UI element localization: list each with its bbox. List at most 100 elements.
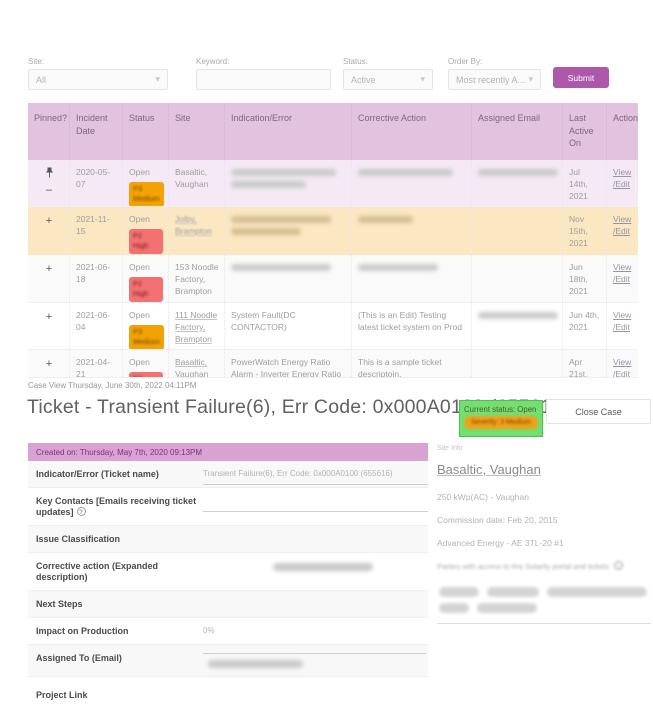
last-active-cell: Jul 14th, 2021: [563, 160, 607, 206]
incident-date: 2020-05-07: [70, 160, 123, 206]
order-select-value: Most recently A...: [456, 75, 525, 85]
indication-cell-redacted: [225, 207, 352, 255]
tickets-table: Pinned? Incident Date Status Site Indica…: [28, 103, 638, 378]
access-parties-box: [437, 576, 651, 624]
party-chip-redacted: [547, 587, 647, 597]
indication-cell: System Fault(DC CONTACTOR): [225, 303, 352, 349]
pin-button[interactable]: +: [46, 311, 52, 323]
assigned-email-redacted: [472, 160, 563, 206]
corrective-cell-redacted: [352, 160, 472, 206]
corrective-cell-redacted: [352, 207, 472, 255]
corrective-action-field-redacted[interactable]: [203, 553, 428, 577]
priority-badge: P2 High: [129, 229, 163, 254]
site-select[interactable]: All ▾: [28, 69, 168, 90]
last-active-cell: Apr 21st, 2021: [563, 350, 607, 377]
site-link[interactable]: 111 Noodle Factory, Brampton: [175, 310, 217, 344]
site-capacity: 250 kWp(AC) - Vaughan: [437, 492, 651, 502]
assigned-email-cell: [472, 350, 563, 377]
action-cell: View /Edit: [607, 255, 638, 302]
view-link[interactable]: View: [613, 167, 633, 179]
site-link[interactable]: Jolby, Brampton: [175, 214, 212, 236]
submit-button[interactable]: Submit: [553, 67, 609, 88]
site-link[interactable]: Basaltic, Vaughan: [175, 357, 208, 377]
assigned-to-field-redacted[interactable]: [203, 645, 428, 674]
incident-date: 2021-11-15: [70, 207, 123, 255]
case-view-timestamp: Case View Thursday, June 30th, 2022 04:1…: [28, 381, 196, 390]
last-active-cell: Jun 4th, 2021: [563, 303, 607, 349]
form-row-issue-classification: Issue Classification: [28, 526, 428, 553]
last-active-cell: Nov 15th, 2021: [563, 207, 607, 255]
priority-badge: P3 Medium: [129, 182, 164, 206]
pin-cell: –: [28, 160, 70, 206]
keyword-input[interactable]: [196, 69, 331, 90]
pin-button[interactable]: +: [46, 215, 52, 227]
status-text: Open: [129, 214, 150, 224]
col-header-incident-date: Incident Date: [70, 103, 123, 160]
party-chip-redacted: [439, 603, 469, 613]
field-label: Issue Classification: [28, 526, 203, 552]
severity-badge: Severity: 3 Medium: [464, 416, 538, 429]
site-inverter: Advanced Energy - AE 3TL-20 #1: [437, 538, 651, 548]
info-icon[interactable]: i: [614, 561, 623, 570]
party-chip-redacted: [487, 587, 539, 597]
edit-link[interactable]: /Edit: [613, 179, 633, 191]
action-cell: View /Edit: [607, 207, 638, 255]
edit-link[interactable]: /Edit: [613, 226, 633, 238]
table-header-row: Pinned? Incident Date Status Site Indica…: [28, 103, 638, 160]
status-text: Open: [129, 167, 150, 177]
view-link[interactable]: View: [613, 214, 633, 226]
field-label: Impact on Production: [28, 618, 203, 644]
next-steps-field[interactable]: [203, 591, 428, 605]
unpin-button[interactable]: –: [34, 183, 64, 198]
form-row-impact: Impact on Production 0%: [28, 618, 428, 645]
pin-button[interactable]: +: [46, 263, 52, 275]
created-on-bar: Created on: Thursday, May 7th, 2020 09:1…: [28, 443, 428, 461]
impact-field[interactable]: 0%: [203, 618, 428, 641]
status-select-value: Active: [351, 75, 376, 85]
current-status-box: Current status: Open Severity: 3 Medium: [459, 400, 543, 437]
site-filter-label: Site:: [28, 57, 168, 66]
close-case-button[interactable]: Close Case: [546, 399, 651, 424]
ticket-form: Created on: Thursday, May 7th, 2020 09:1…: [28, 443, 428, 707]
status-cell: Open P2 High: [123, 207, 169, 255]
key-contacts-field[interactable]: [203, 488, 428, 512]
edit-link[interactable]: /Edit: [613, 369, 633, 377]
issue-classification-field[interactable]: [203, 526, 428, 540]
indicator-field[interactable]: Transient Failure(6), Err Code: 0x000A01…: [203, 461, 428, 485]
col-header-site: Site: [169, 103, 225, 160]
field-label: Corrective action (Expanded description): [28, 553, 203, 590]
status-text: Open: [129, 357, 150, 367]
edit-link[interactable]: /Edit: [613, 274, 633, 286]
site-name-link[interactable]: Basaltic, Vaughan: [437, 462, 541, 477]
edit-link[interactable]: /Edit: [613, 322, 633, 334]
pushpin-icon[interactable]: [45, 167, 54, 178]
field-label: Indicator/Error (Ticket name): [28, 461, 203, 487]
status-select[interactable]: Active ▾: [343, 69, 433, 90]
status-filter-label: Status:: [343, 57, 433, 66]
table-row: + 2021-04-21 Open P2 High Basaltic, Vaug…: [28, 350, 638, 378]
table-row: – 2020-05-07 Open P3 Medium Basaltic, Va…: [28, 160, 638, 207]
project-link-field[interactable]: [203, 682, 428, 696]
col-header-pinned: Pinned?: [28, 103, 70, 160]
corrective-cell: (This is an Edit) Testing latest ticket …: [352, 303, 472, 349]
status-cell: Open P3 Medium: [123, 160, 169, 206]
view-link[interactable]: View: [613, 262, 633, 274]
action-cell: View /Edit: [607, 303, 638, 349]
view-link[interactable]: View: [613, 357, 633, 369]
incident-date: 2021-06-18: [70, 255, 123, 302]
table-row: + 2021-06-04 Open P3 Medium 111 Noodle F…: [28, 303, 638, 350]
view-link[interactable]: View: [613, 310, 633, 322]
help-icon[interactable]: ?: [77, 507, 86, 516]
incident-date: 2021-04-21: [70, 350, 123, 377]
field-label: Next Steps: [28, 591, 203, 617]
priority-badge: P2 High: [129, 372, 163, 377]
pin-button[interactable]: +: [46, 358, 52, 370]
action-cell: View /Edit: [607, 350, 638, 377]
form-row-assigned-to: Assigned To (Email): [28, 645, 428, 677]
site-info-heading: Site Info: [437, 445, 651, 452]
site-cell: 153 Noodle Factory, Brampton: [169, 255, 225, 302]
order-select[interactable]: Most recently A... ▾: [448, 69, 541, 90]
form-row-corrective-action: Corrective action (Expanded description): [28, 553, 428, 591]
action-cell: View /Edit: [607, 160, 638, 206]
indication-cell: PowerWatch Energy Ratio Alarm - Inverter…: [225, 350, 352, 377]
